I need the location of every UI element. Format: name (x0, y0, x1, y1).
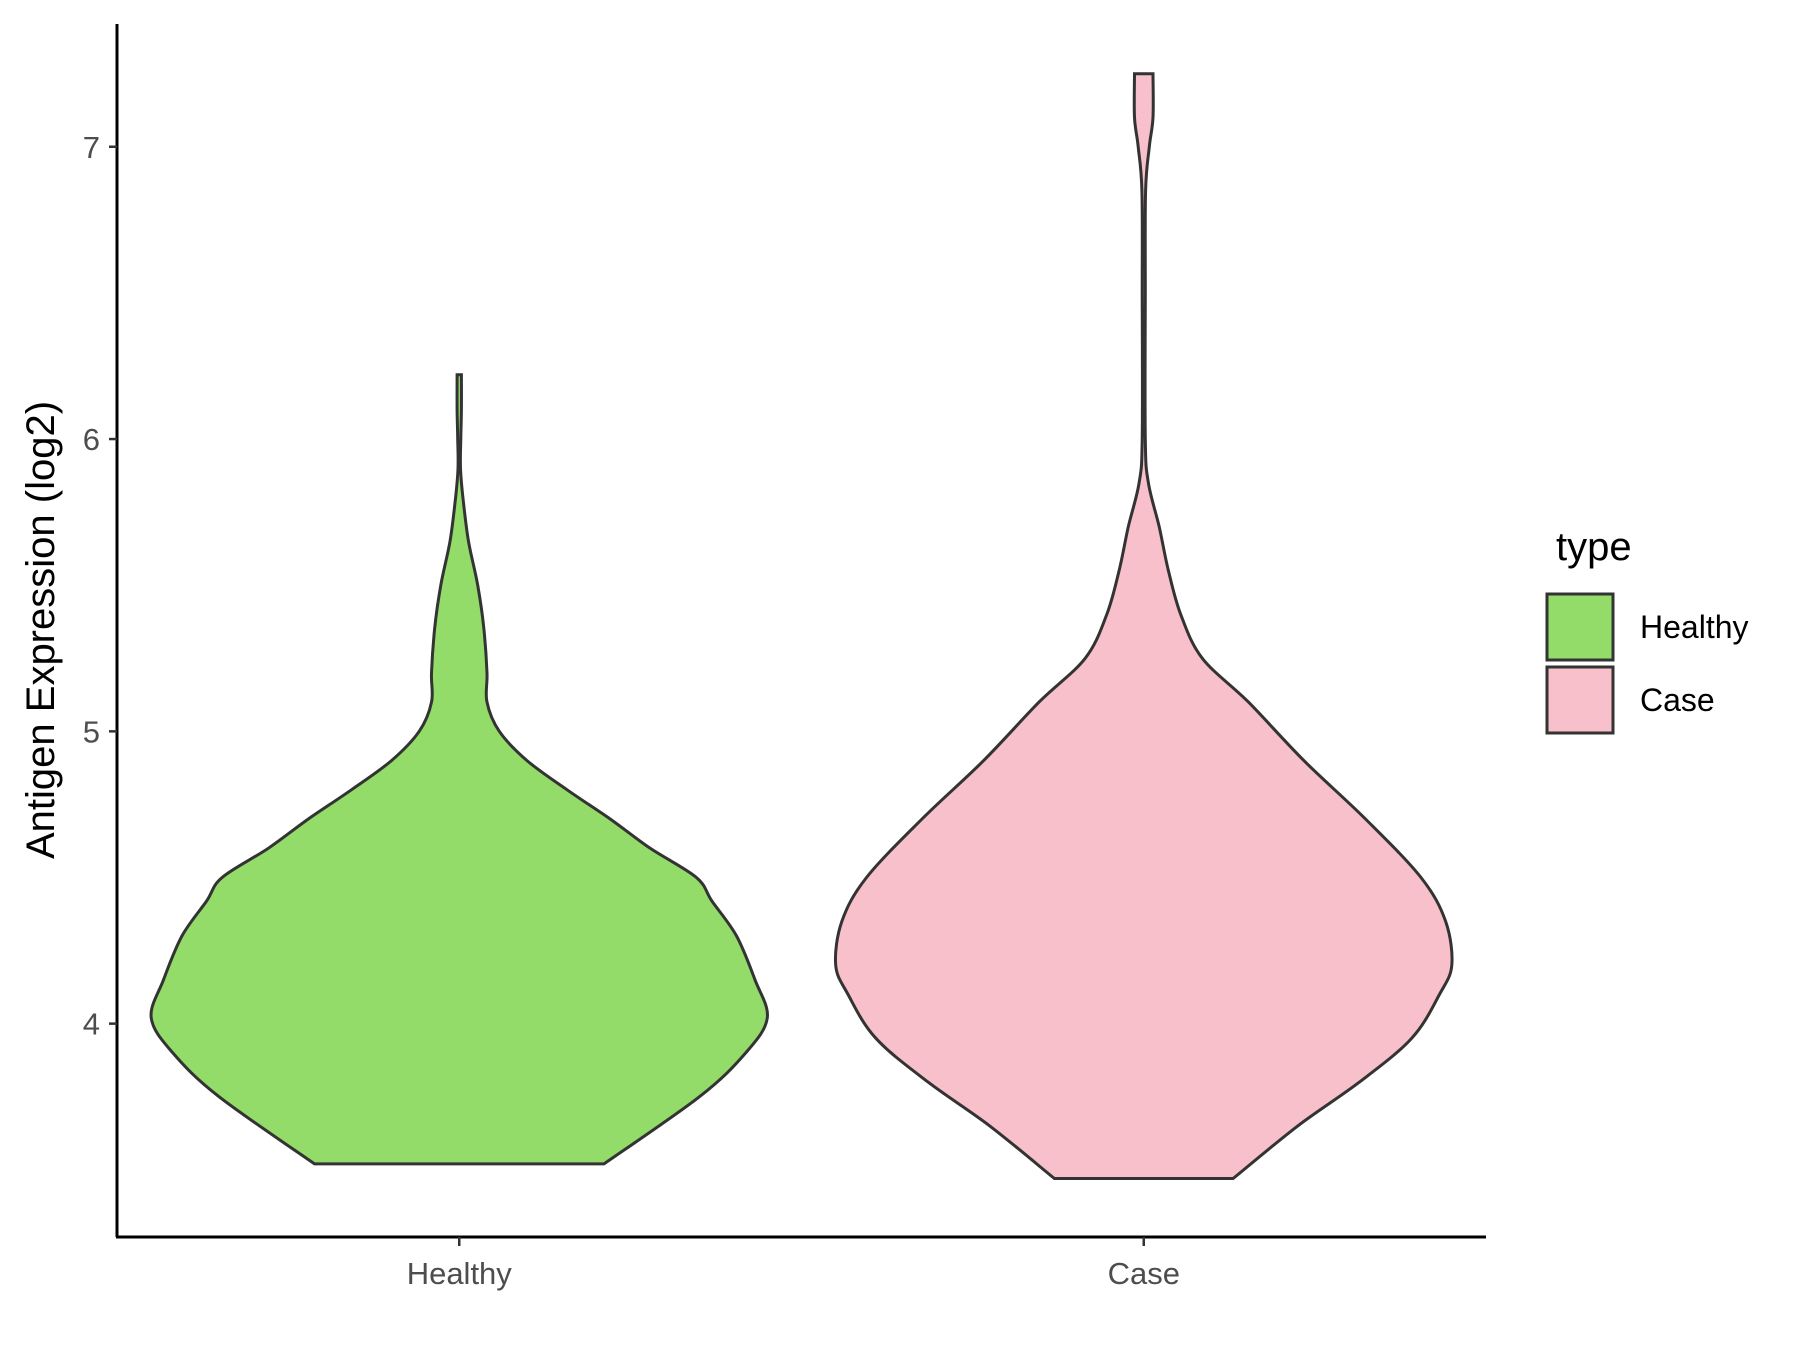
y-tick-label: 5 (83, 714, 100, 749)
legend-label: Case (1640, 682, 1715, 718)
y-axis-ticks: 4 5 6 7 (83, 130, 117, 1042)
x-tick-label: Case (1108, 1256, 1180, 1291)
x-tick-label: Healthy (407, 1256, 513, 1291)
y-tick-label: 6 (83, 422, 100, 457)
y-tick-label: 7 (83, 130, 100, 165)
legend-label: Healthy (1640, 609, 1749, 645)
y-tick-label: 4 (83, 1007, 100, 1042)
legend-key-healthy (1545, 592, 1615, 662)
legend-key-case (1545, 665, 1615, 735)
violin-healthy (149, 373, 769, 1166)
x-axis-ticks: Healthy Case (407, 1237, 1180, 1291)
violin-case (833, 72, 1454, 1180)
y-axis-title: Antigen Expression (log2) (19, 401, 63, 859)
violin-layer (149, 72, 1454, 1180)
legend: type Healthy Case (1545, 525, 1749, 735)
legend-title: type (1556, 525, 1632, 569)
